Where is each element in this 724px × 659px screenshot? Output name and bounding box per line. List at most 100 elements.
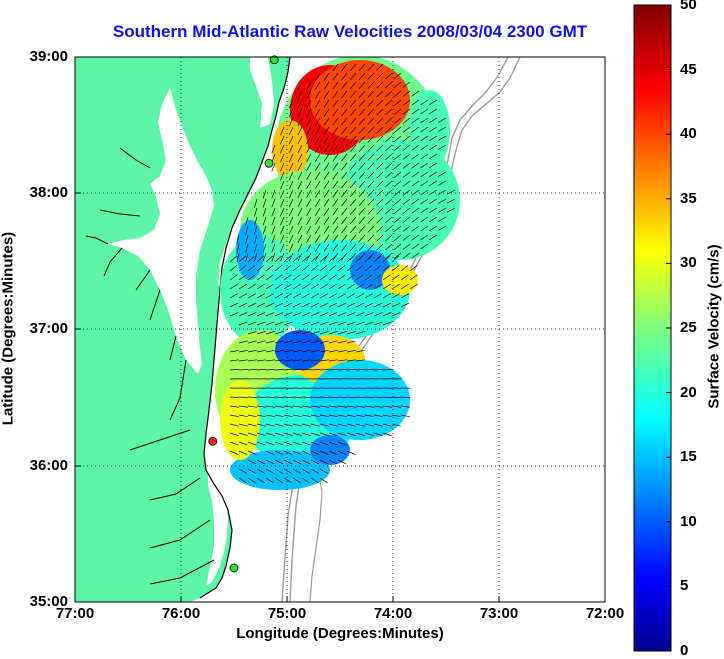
velocity-arrow bbox=[310, 405, 320, 408]
velocity-arrow bbox=[283, 255, 291, 263]
velocity-arrow bbox=[238, 423, 248, 427]
velocity-arrow bbox=[301, 331, 311, 335]
velocity-arrow bbox=[438, 216, 447, 222]
velocity-arrow bbox=[376, 72, 384, 80]
velocity-arrow bbox=[262, 189, 267, 199]
velocity-arrow bbox=[358, 162, 366, 170]
velocity-arrow bbox=[288, 135, 294, 145]
velocity-arrow bbox=[256, 359, 266, 362]
velocity-arrow bbox=[332, 135, 339, 144]
velocity-arrow bbox=[301, 423, 311, 427]
velocity-arrow bbox=[238, 432, 248, 436]
velocity-arrow bbox=[306, 99, 312, 109]
velocity-arrow bbox=[297, 216, 303, 226]
velocity-arrow bbox=[315, 243, 321, 252]
velocity-arrow bbox=[319, 302, 329, 308]
velocity-arrow bbox=[402, 162, 411, 169]
velocity-arrow bbox=[420, 153, 429, 160]
velocity-arrow bbox=[292, 441, 302, 446]
velocity-arrow bbox=[262, 216, 267, 226]
velocity-arrow bbox=[376, 180, 384, 188]
velocity-arrow bbox=[288, 144, 294, 154]
velocity-arrow bbox=[238, 321, 248, 326]
velocity-arrow bbox=[283, 405, 293, 408]
velocity-arrow bbox=[229, 450, 239, 455]
velocity-arrow bbox=[265, 331, 275, 335]
velocity-arrow bbox=[319, 274, 328, 281]
velocity-arrow bbox=[367, 189, 375, 197]
velocity-arrow bbox=[337, 441, 347, 446]
velocity-arrow bbox=[373, 414, 383, 418]
velocity-arrow bbox=[385, 90, 393, 98]
velocity-arrow bbox=[349, 243, 357, 252]
colorbar-ticks bbox=[666, 69, 671, 587]
velocity-arrow bbox=[297, 108, 303, 118]
lat-tick-label: 37:00 bbox=[29, 320, 68, 337]
velocity-arrow bbox=[382, 274, 391, 281]
velocity-arrow bbox=[373, 396, 383, 399]
velocity-arrow bbox=[238, 359, 248, 362]
velocity-arrow bbox=[254, 243, 258, 253]
velocity-arrow bbox=[245, 243, 249, 253]
velocity-arrow bbox=[429, 216, 438, 223]
velocity-arrow bbox=[393, 180, 402, 188]
velocity-arrow bbox=[332, 108, 339, 117]
velocity-arrow bbox=[238, 477, 247, 484]
station-markers bbox=[208, 55, 279, 573]
velocity-arrow bbox=[297, 198, 303, 208]
velocity-arrow bbox=[256, 331, 266, 335]
velocity-arrow bbox=[319, 321, 329, 326]
velocity-arrow bbox=[376, 252, 384, 260]
velocity-arrow bbox=[301, 450, 311, 455]
velocity-arrow bbox=[420, 198, 429, 205]
velocity-arrow bbox=[358, 225, 366, 233]
velocity-arrow bbox=[358, 171, 366, 179]
velocity-arrow bbox=[341, 207, 348, 216]
velocity-arrow bbox=[310, 274, 319, 281]
velocity-arrow bbox=[355, 265, 364, 272]
velocity-arrow bbox=[288, 117, 294, 127]
velocity-arrow bbox=[402, 225, 411, 232]
velocity-arrow bbox=[319, 414, 329, 418]
velocity-arrow bbox=[280, 252, 285, 262]
velocity-arrow bbox=[297, 81, 303, 91]
velocity-arrow bbox=[385, 99, 393, 107]
velocity-arrow bbox=[274, 405, 284, 408]
velocity-arrow bbox=[376, 126, 384, 134]
velocity-arrow bbox=[238, 405, 248, 408]
velocity-arrow bbox=[319, 312, 329, 317]
velocity-arrow bbox=[262, 252, 267, 262]
velocity-arrow bbox=[382, 265, 391, 272]
velocity-arrow bbox=[283, 368, 293, 371]
velocity-arrow bbox=[402, 180, 411, 187]
velocity-arrow bbox=[385, 153, 393, 161]
velocity-arrow bbox=[238, 265, 247, 272]
velocity-arrow bbox=[315, 189, 321, 198]
velocity-arrow bbox=[229, 359, 239, 362]
velocity-arrow bbox=[315, 81, 321, 90]
velocity-arrow bbox=[358, 144, 366, 152]
velocity-arrow bbox=[385, 81, 393, 89]
velocity-arrow bbox=[411, 180, 420, 187]
velocity-arrow bbox=[341, 153, 348, 162]
velocity-arrow bbox=[323, 72, 330, 81]
velocity-arrow bbox=[346, 414, 356, 418]
velocity-arrow bbox=[438, 180, 447, 186]
velocity-arrow bbox=[346, 423, 356, 427]
velocity-arrow bbox=[332, 207, 339, 216]
velocity-arrow bbox=[262, 225, 267, 235]
velocity-arrow bbox=[420, 117, 429, 124]
lon-tick-label: 72:00 bbox=[585, 605, 625, 622]
velocity-arrow bbox=[301, 321, 311, 326]
velocity-arrow bbox=[265, 450, 275, 455]
velocity-arrow bbox=[310, 414, 320, 418]
velocity-arrow bbox=[229, 405, 239, 408]
velocity-arrow bbox=[411, 162, 420, 169]
velocity-arrow bbox=[256, 405, 266, 408]
velocity-arrow bbox=[301, 359, 311, 362]
velocity-arrow bbox=[323, 135, 330, 144]
velocity-arrow bbox=[323, 126, 330, 135]
velocity-arrow bbox=[247, 423, 257, 427]
velocity-arrow bbox=[382, 405, 392, 408]
velocity-arrow bbox=[364, 265, 373, 272]
